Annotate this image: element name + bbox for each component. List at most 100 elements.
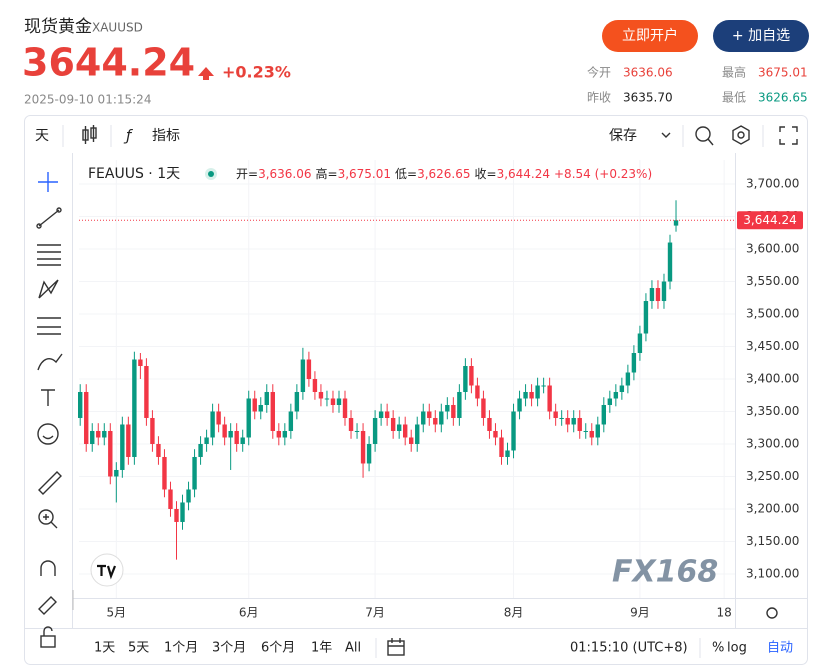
candle-body xyxy=(589,430,594,438)
save-button[interactable]: 保存 xyxy=(609,128,637,144)
candle-body xyxy=(312,379,318,392)
interval-button[interactable]: 天 xyxy=(35,128,49,144)
candle-body xyxy=(96,430,101,438)
candle-body xyxy=(330,398,336,405)
candle-body xyxy=(457,391,462,418)
candle-body xyxy=(619,385,625,392)
ohlc-value: 3,636.06 xyxy=(258,167,311,181)
candle-body xyxy=(324,398,330,400)
candle-body xyxy=(402,424,408,438)
candle-body xyxy=(336,398,342,405)
candle-body xyxy=(493,430,498,438)
candle-body xyxy=(475,385,480,399)
candle-body xyxy=(240,437,245,444)
candle-body xyxy=(541,385,546,387)
up-arrow xyxy=(198,67,214,80)
candle-body xyxy=(120,424,125,470)
range-button[interactable]: 6个月 xyxy=(261,641,295,656)
candle-body xyxy=(559,417,564,419)
auto-toggle[interactable]: 自动 xyxy=(767,641,793,656)
range-button[interactable]: 1年 xyxy=(311,641,332,656)
candle-body xyxy=(222,424,227,438)
candle-body xyxy=(108,430,113,477)
candle-body xyxy=(264,391,269,405)
chart-style-button[interactable] xyxy=(82,125,97,144)
ohlc-label: 开= xyxy=(236,167,258,181)
candle-body xyxy=(342,398,348,418)
candle-body xyxy=(396,424,402,431)
y-tick-label: 3,250.00 xyxy=(746,469,799,483)
candle-body xyxy=(282,430,288,438)
candle-body xyxy=(258,404,263,412)
candle-body xyxy=(102,430,107,438)
status-dot xyxy=(208,171,214,177)
ohlc-value: 3,626.65 xyxy=(417,167,470,181)
settings-dot xyxy=(737,131,745,139)
open-account-button[interactable] xyxy=(602,20,698,52)
candle-body xyxy=(433,417,438,425)
candle-body xyxy=(300,359,306,392)
candle-body xyxy=(481,398,486,418)
alert-button[interactable] xyxy=(695,126,714,146)
candle-body xyxy=(451,404,456,418)
button-label[interactable]: 立即开户 xyxy=(622,27,678,44)
y-tick-label: 3,450.00 xyxy=(746,339,799,353)
chevron[interactable] xyxy=(661,132,671,138)
x-tick-label: 7月 xyxy=(365,606,385,620)
candle-body xyxy=(535,385,540,399)
ohlc-label: 低= xyxy=(395,167,417,181)
candle-body xyxy=(661,281,667,302)
settings-button[interactable] xyxy=(732,125,750,145)
candle-body xyxy=(186,489,191,503)
candle-body xyxy=(246,398,251,438)
candle-body xyxy=(583,430,588,432)
drawing-tools[interactable] xyxy=(36,172,63,648)
stat-value: 3626.65 xyxy=(758,91,808,105)
candle-body xyxy=(565,417,570,425)
axis-settings[interactable] xyxy=(766,607,778,619)
fullscreen-button[interactable] xyxy=(779,126,798,145)
candle-body xyxy=(366,443,372,464)
range-button[interactable]: 5天 xyxy=(128,641,149,656)
candle-body xyxy=(270,391,275,431)
candle-body xyxy=(216,411,221,425)
candle-body xyxy=(571,417,576,425)
y-tick-label: 3,600.00 xyxy=(746,242,799,256)
range-button[interactable]: 3个月 xyxy=(212,641,246,656)
candle-body xyxy=(78,391,83,418)
watchlist-button[interactable] xyxy=(713,20,809,52)
tv-logo[interactable] xyxy=(90,553,124,587)
candle-body xyxy=(649,288,655,302)
plot-area xyxy=(78,160,735,598)
candle-body xyxy=(415,424,420,444)
candle-body xyxy=(499,437,504,457)
candle-body xyxy=(252,398,257,412)
y-tick-label: 3,500.00 xyxy=(746,307,799,321)
ohlc-value: 3,675.01 xyxy=(338,167,391,181)
range-button[interactable]: All xyxy=(345,641,361,656)
candle-body xyxy=(126,424,131,457)
candle-body xyxy=(162,456,167,490)
ohlc-value: 3,644.24 xyxy=(497,167,550,181)
log-toggle[interactable]: log xyxy=(727,641,747,656)
percent-toggle[interactable]: % xyxy=(712,641,724,656)
x-tick-label: 6月 xyxy=(239,606,259,620)
date-range-button[interactable] xyxy=(387,638,405,656)
candle-body xyxy=(192,456,197,490)
fx-icon[interactable]: ƒ xyxy=(123,127,133,145)
candle-body xyxy=(421,411,426,425)
candle-body xyxy=(487,417,492,431)
candle-body xyxy=(210,411,215,438)
button-label[interactable]: + 加自选 xyxy=(732,28,790,44)
range-button[interactable]: 1个月 xyxy=(164,641,198,656)
candle-body xyxy=(378,411,384,418)
candle-body xyxy=(637,333,643,354)
candle-body xyxy=(306,359,312,379)
candle-body xyxy=(673,220,679,226)
candle-body xyxy=(228,430,233,438)
candle-body xyxy=(667,242,673,282)
range-button[interactable]: 1天 xyxy=(94,641,115,656)
indicators-button[interactable]: 指标 xyxy=(152,128,180,144)
candle-body xyxy=(553,411,558,418)
candle-body xyxy=(84,391,89,444)
